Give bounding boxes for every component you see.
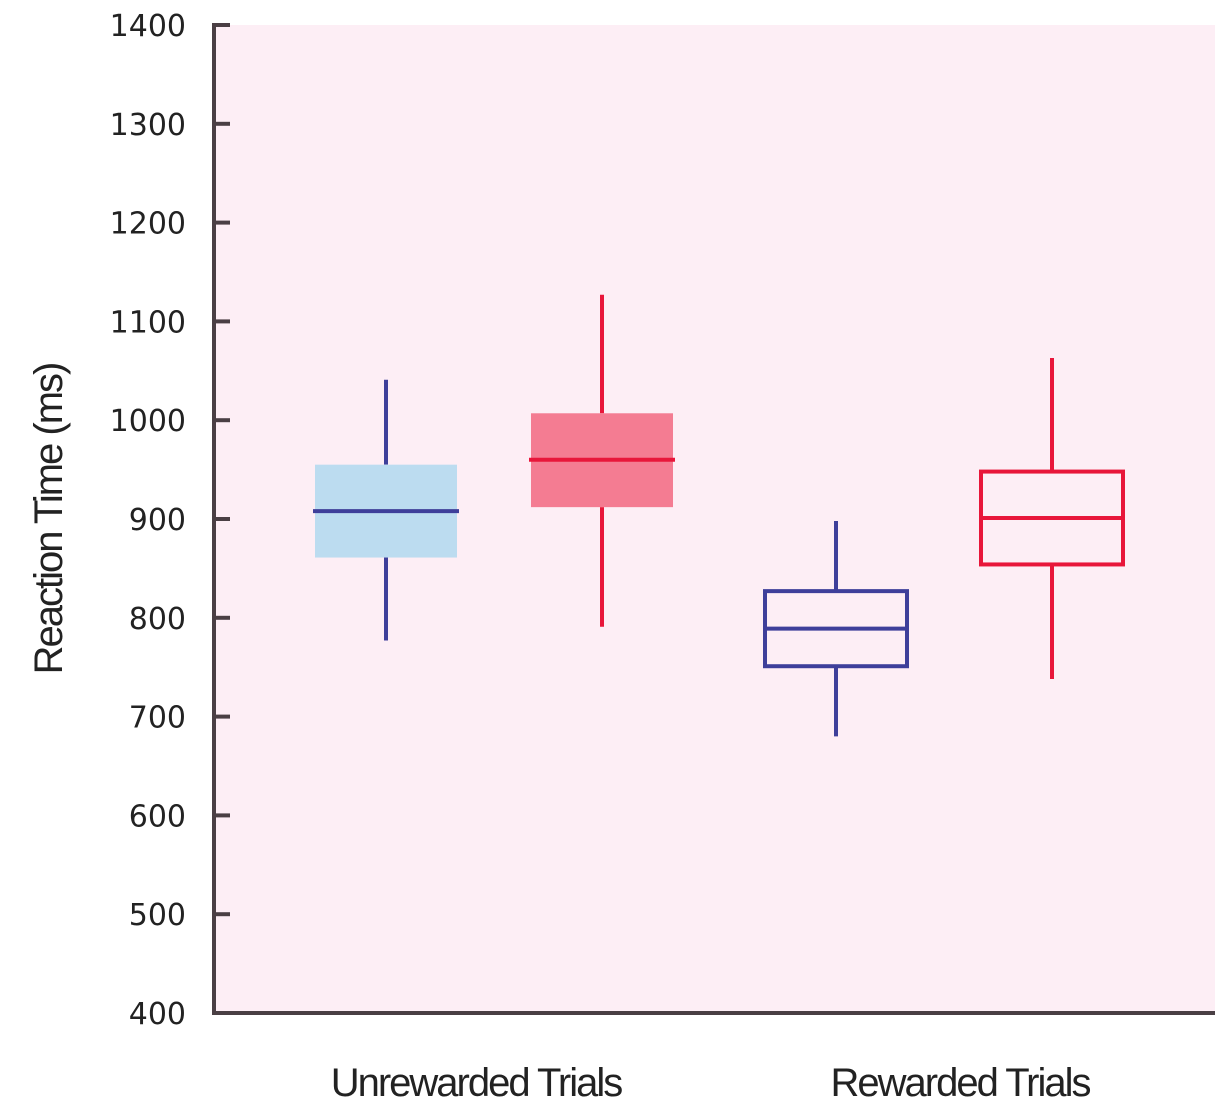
y-tick-label: 500 <box>129 898 186 933</box>
box-1 <box>313 379 459 641</box>
box-3 <box>763 520 909 737</box>
y-tick-label: 900 <box>129 503 186 538</box>
y-tick-label: 800 <box>129 602 186 637</box>
y-tick-label: 400 <box>129 997 186 1032</box>
x-categories-group: Unrewarded Trials Rewarded Trials <box>331 1061 1093 1105</box>
y-tick-label: 600 <box>129 799 186 834</box>
x-category-label: Rewarded Trials <box>830 1061 1090 1105</box>
y-tick-label: 1300 <box>110 108 186 143</box>
y-tick-label: 1000 <box>110 404 186 439</box>
box-4 <box>979 357 1125 680</box>
y-tick-label: 1200 <box>110 207 186 242</box>
y-tick-label: 1100 <box>110 305 186 340</box>
box-2 <box>529 294 675 627</box>
y-tick-label: 700 <box>129 701 186 736</box>
boxes-group <box>313 294 1125 737</box>
x-category-label: Unrewarded Trials <box>331 1061 623 1105</box>
y-tick-label: 1400 <box>110 9 186 44</box>
y-axis-label: Reaction Time (ms) <box>27 364 71 675</box>
y-ticks-group: 400 500 600 700 800 900 1000 1100 1200 1300 1400 <box>110 9 230 1032</box>
